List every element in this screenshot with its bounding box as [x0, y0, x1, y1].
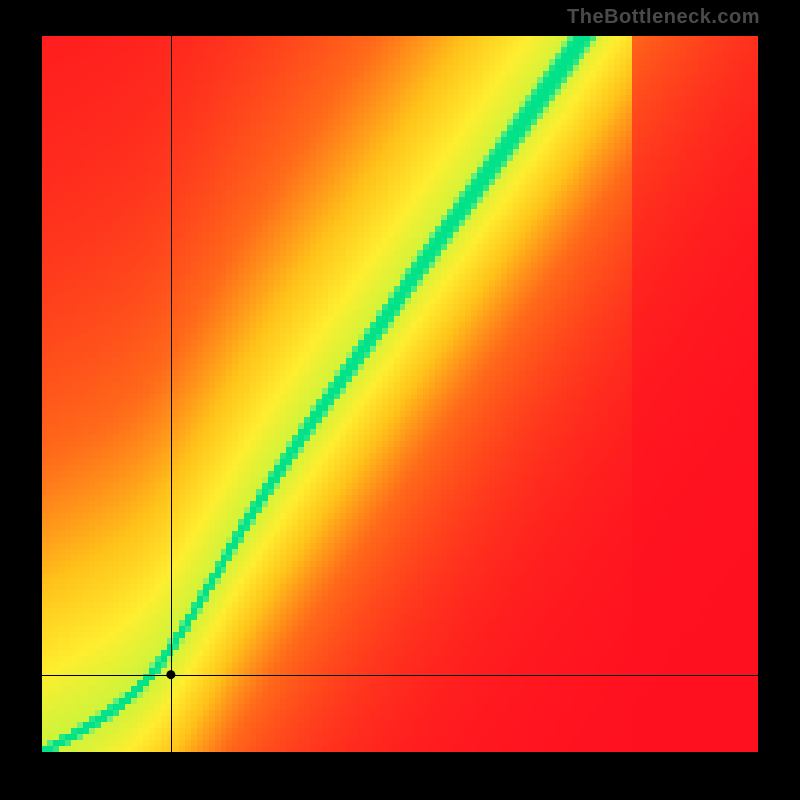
crosshair-overlay	[42, 36, 758, 752]
heatmap-plot	[42, 36, 758, 752]
watermark-text: TheBottleneck.com	[567, 6, 760, 29]
